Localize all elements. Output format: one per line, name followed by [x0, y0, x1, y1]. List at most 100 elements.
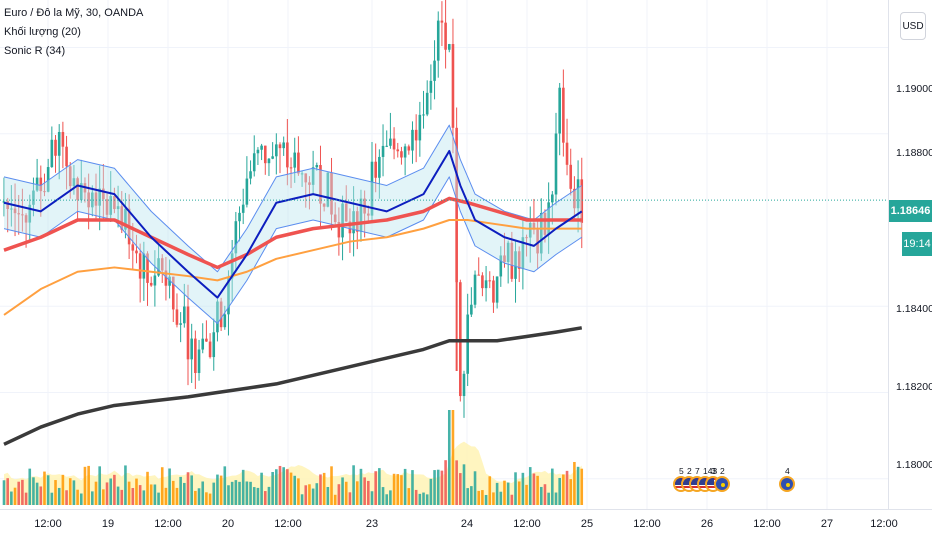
candle-body [227, 278, 230, 315]
time-tick-label: 12:00 [154, 518, 182, 530]
candle-body [381, 145, 385, 157]
volume-bar [319, 474, 322, 505]
time-tick-label: 26 [700, 518, 714, 530]
ema-band-lower [3, 176, 583, 325]
candle-body [289, 167, 293, 169]
time-tick-label: 12:00 [633, 518, 661, 530]
candle-body [76, 178, 79, 201]
candle-body [503, 255, 506, 263]
candle-body [24, 215, 28, 223]
volume-bar [105, 482, 109, 505]
time-tick-label: 12:00 [870, 518, 898, 530]
currency-button[interactable]: USD [900, 12, 926, 40]
candle-body [50, 139, 54, 168]
candle-body [506, 242, 510, 263]
volume-bar [24, 492, 28, 505]
volume-bar [521, 472, 525, 505]
volume-bar [275, 469, 278, 505]
volume-bar [61, 474, 65, 505]
price-chart[interactable] [0, 0, 889, 509]
candle-body [569, 164, 573, 189]
volume-bar [149, 484, 153, 505]
volume-bar [503, 480, 506, 505]
volume-bar [68, 478, 72, 505]
volume-bar [462, 464, 466, 505]
volume-bar [157, 492, 160, 505]
candle-body [462, 373, 466, 397]
candle-body [481, 275, 484, 289]
volume-bar [124, 465, 127, 505]
volume-bar [160, 467, 164, 505]
candle-body [319, 165, 322, 204]
volume-bar [102, 489, 105, 505]
volume-indicator-label[interactable]: Khối lượng (20) [4, 26, 81, 38]
sonic-r-indicator-label[interactable]: Sonic R (34) [4, 45, 66, 57]
volume-bar [510, 494, 514, 505]
volume-bar [293, 475, 297, 505]
event-count: 3 [711, 466, 716, 476]
candle-body [341, 203, 344, 238]
candle-body [94, 192, 98, 206]
volume-bar [444, 460, 447, 505]
candle-body [355, 211, 359, 232]
price-tick-label: 1.18800 [896, 147, 932, 159]
candle-body [43, 191, 46, 193]
candle-body [124, 208, 127, 230]
candle-body [252, 153, 256, 172]
candle-body [433, 60, 436, 81]
candle-body [146, 253, 149, 283]
volume-bar [576, 466, 580, 505]
volume-bar [539, 486, 543, 505]
time-tick-label: 12:00 [753, 518, 781, 530]
candle-body [407, 146, 411, 151]
volume-bar [249, 481, 252, 505]
candle-body [65, 146, 68, 167]
candle-body [179, 323, 182, 325]
volume-bar [46, 475, 50, 505]
event-marker[interactable]: 4 [779, 466, 795, 498]
candle-body [263, 145, 267, 164]
volume-bar [532, 473, 536, 505]
candle-body [219, 301, 223, 328]
candle-body [403, 146, 407, 158]
volume-bar [389, 490, 392, 505]
candle-body [326, 172, 330, 207]
volume-bar [282, 467, 285, 505]
volume-bar [98, 466, 101, 505]
volume-bar [263, 491, 267, 505]
volume-bar [536, 475, 539, 505]
candle-body [278, 144, 282, 149]
time-tick-label: 20 [221, 518, 235, 530]
volume-bar [455, 460, 458, 505]
candle-body [91, 192, 94, 208]
price-tick-label: 1.18200 [896, 381, 932, 393]
candle-body [271, 156, 274, 159]
volume-bar [470, 486, 473, 505]
candle-body [297, 152, 300, 174]
volume-bar [267, 486, 271, 505]
candle-body [510, 242, 514, 279]
event-marker[interactable]: 2 [714, 466, 730, 498]
volume-bar [260, 472, 263, 505]
symbol-title[interactable]: Euro / Đô la Mỹ, 30, OANDA [4, 7, 144, 19]
volume-bar [348, 492, 352, 505]
volume-bar [330, 466, 333, 505]
volume-bar [363, 477, 366, 505]
ema-band-upper [3, 124, 583, 273]
volume-bar [304, 485, 308, 505]
volume-bar [473, 471, 477, 505]
candle-body [160, 258, 164, 271]
time-tick-label: 24 [460, 518, 474, 530]
candle-body [10, 208, 13, 210]
candle-body [359, 198, 363, 232]
volume-bar [367, 480, 370, 505]
volume-bar [414, 489, 418, 505]
candle-body [425, 92, 429, 115]
volume-bar [131, 488, 135, 505]
candle-body [208, 341, 212, 358]
candle-body [304, 173, 308, 183]
candle-body [230, 253, 234, 279]
volume-bar [87, 465, 90, 505]
volume-bar [337, 484, 341, 505]
